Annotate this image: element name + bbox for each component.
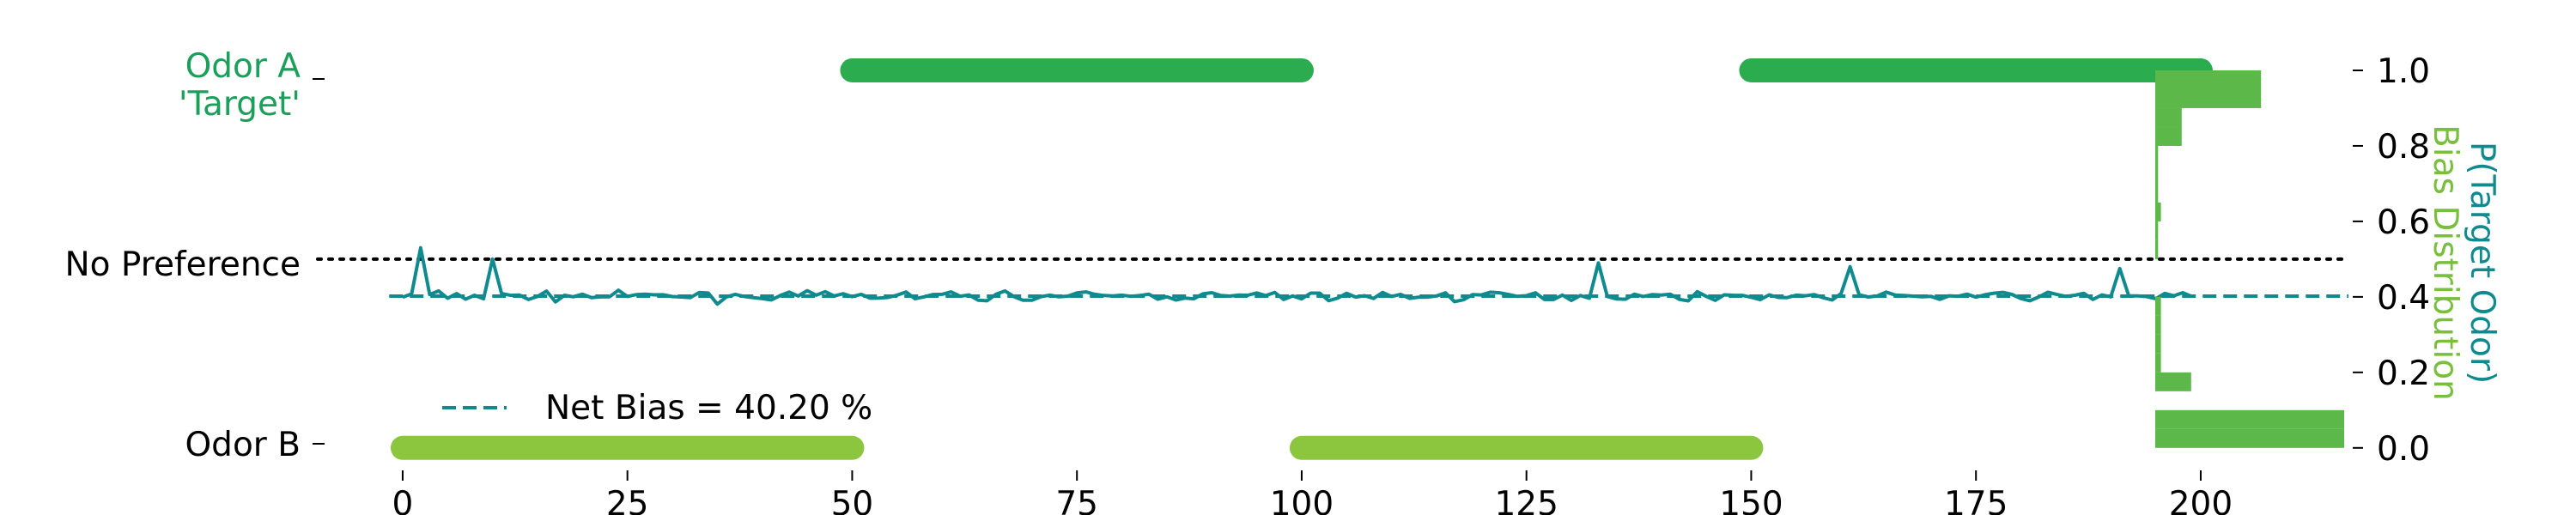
histogram-bar-13 [2155, 126, 2182, 146]
bias-histogram [2155, 70, 2344, 448]
histogram-bar-5 [2155, 315, 2161, 335]
histogram-bar-6 [2155, 296, 2161, 316]
histogram-bar-0 [2155, 428, 2344, 448]
x-tick-label-6: 150 [1719, 485, 1783, 515]
bias-line [402, 245, 2193, 306]
histogram-bar-10 [2155, 183, 2159, 203]
right-tick-label-4: 0.8 [2377, 128, 2430, 167]
histogram-bar-2 [2155, 372, 2191, 391]
x-tick-label-0: 0 [392, 485, 414, 515]
bias-series [402, 245, 2193, 306]
right-axis-title-p-target: P(Target Odor) [2463, 142, 2501, 384]
x-tick-label-4: 100 [1270, 485, 1334, 515]
histogram-bar-1 [2155, 409, 2344, 429]
y-label-no-preference: No Preference [65, 245, 301, 284]
y-label-odor-a: Odor A [185, 47, 301, 86]
right-tick-label-0: 0.0 [2377, 430, 2430, 469]
x-tick-label-5: 125 [1494, 485, 1558, 515]
x-tick-label-7: 175 [1944, 485, 2008, 515]
histogram-bar-4 [2155, 334, 2161, 354]
histogram-bar-14 [2155, 107, 2182, 127]
right-tick-label-2: 0.4 [2377, 279, 2430, 318]
right-axis-title-bias-distribution: Bias Distribution [2426, 124, 2464, 401]
right-axis: 0.0 0.2 0.4 0.6 0.8 1.0 [2353, 52, 2430, 469]
x-axis: 0 25 50 75 100 125 150 175 200 [392, 470, 2233, 515]
right-tick-label-1: 0.2 [2377, 354, 2430, 393]
histogram-bar-12 [2155, 145, 2159, 165]
x-tick-label-3: 75 [1055, 485, 1098, 515]
histogram-bar-3 [2155, 353, 2161, 373]
legend-label: Net Bias = 40.20 % [545, 389, 872, 427]
y-label-odor-b: Odor B [185, 426, 301, 464]
right-tick-label-3: 0.6 [2377, 203, 2430, 242]
y-label-odor-a-target: 'Target' [179, 85, 301, 124]
x-tick-label-8: 200 [2169, 485, 2233, 515]
histogram-bar-7 [2155, 239, 2159, 259]
histogram-bar-9 [2155, 202, 2161, 221]
x-tick-label-1: 25 [606, 485, 649, 515]
reference-lines [316, 257, 2350, 298]
x-tick-label-2: 50 [831, 485, 874, 515]
odor-blocks [390, 58, 2213, 460]
right-tick-label-5: 1.0 [2377, 52, 2430, 91]
histogram-bar-8 [2155, 221, 2159, 240]
histogram-bar-16 [2155, 70, 2262, 89]
histogram-bar-11 [2155, 164, 2159, 184]
histogram-bar-15 [2155, 88, 2262, 108]
